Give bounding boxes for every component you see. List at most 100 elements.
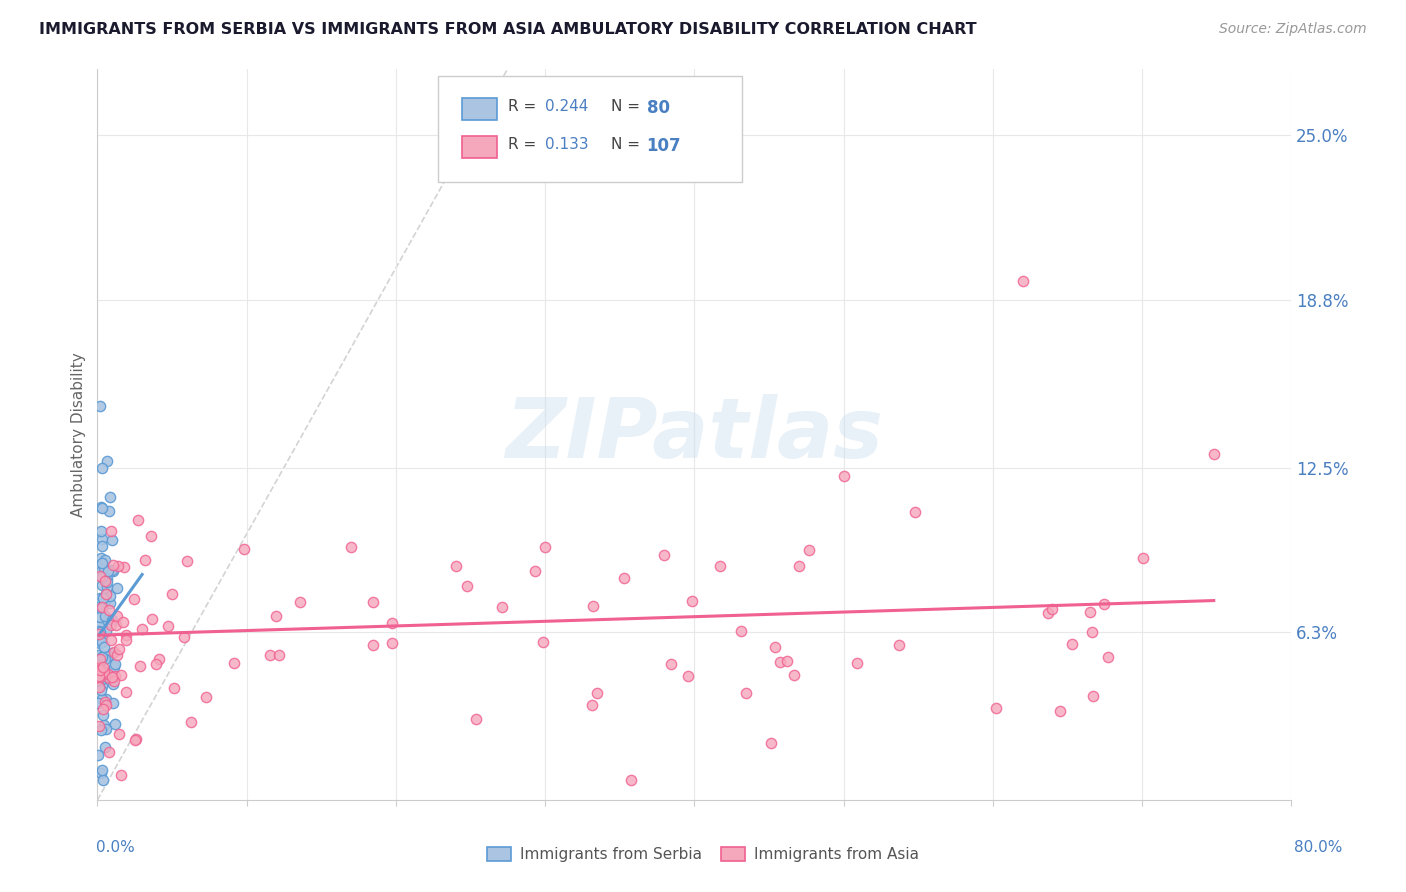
Point [456, 579, 478, 593]
Point [363, 639, 385, 653]
Point [156, 619, 179, 633]
Text: ZIPatlas: ZIPatlas [505, 393, 883, 475]
Point [87, 648, 110, 663]
Point [114, 628, 136, 642]
Point [100, 617, 122, 632]
Point [131, 622, 153, 636]
Point [162, 587, 184, 601]
Point [93, 665, 115, 679]
Point [107, 559, 129, 574]
Text: N =: N = [610, 99, 644, 114]
Point [87, 627, 110, 641]
Point [145, 657, 167, 671]
Point [98, 603, 121, 617]
Point [1060, 637, 1083, 651]
Point [734, 686, 756, 700]
Point [94, 692, 117, 706]
Point [97, 648, 120, 663]
Point [89, 663, 111, 677]
Point [787, 559, 810, 574]
Point [139, 529, 162, 543]
Point [115, 632, 138, 647]
Point [134, 552, 156, 566]
Point [676, 669, 699, 683]
FancyBboxPatch shape [461, 136, 498, 158]
Point [730, 624, 752, 638]
Point [94, 574, 117, 588]
Point [620, 773, 643, 788]
Point [101, 647, 124, 661]
Point [91, 708, 114, 723]
Point [93, 652, 115, 666]
Point [90, 679, 112, 693]
Point [93, 596, 115, 610]
Point [115, 685, 138, 699]
Point [984, 701, 1007, 715]
Point [110, 767, 132, 781]
Legend: Immigrants from Serbia, Immigrants from Asia: Immigrants from Serbia, Immigrants from … [481, 840, 925, 868]
Point [103, 696, 125, 710]
Point [491, 600, 513, 615]
Point [100, 524, 122, 538]
Point [101, 533, 124, 547]
Point [89, 652, 111, 666]
Point [98, 595, 121, 609]
Point [581, 698, 603, 713]
Point [87, 654, 110, 668]
Point [129, 659, 152, 673]
Point [769, 655, 792, 669]
Point [112, 560, 135, 574]
Point [101, 677, 124, 691]
Point [797, 542, 820, 557]
Point [782, 667, 804, 681]
Text: 107: 107 [647, 137, 682, 155]
Point [90, 665, 112, 679]
Point [87, 632, 110, 646]
Point [179, 715, 201, 730]
Point [91, 578, 114, 592]
Point [105, 581, 128, 595]
Point [97, 564, 120, 578]
Point [904, 505, 927, 519]
Point [105, 609, 128, 624]
Point [94, 587, 117, 601]
Point [97, 745, 120, 759]
Point [89, 666, 111, 681]
Point [361, 594, 384, 608]
Point [1040, 602, 1063, 616]
Point [91, 649, 114, 664]
Point [1092, 597, 1115, 611]
Point [87, 673, 110, 687]
Point [90, 600, 112, 615]
Point [90, 565, 112, 579]
Point [97, 667, 120, 681]
Point [709, 559, 731, 574]
Point [444, 559, 467, 574]
Point [531, 635, 554, 649]
Point [89, 671, 111, 685]
Text: R =: R = [508, 137, 541, 153]
Point [381, 615, 404, 630]
Point [105, 648, 128, 662]
Point [112, 615, 135, 630]
Point [103, 558, 125, 573]
Point [104, 717, 127, 731]
Point [259, 648, 281, 662]
Point [91, 660, 114, 674]
Point [89, 610, 111, 624]
Text: Source: ZipAtlas.com: Source: ZipAtlas.com [1219, 22, 1367, 37]
Point [96, 572, 118, 586]
Point [89, 636, 111, 650]
Point [176, 554, 198, 568]
Point [340, 541, 363, 555]
Point [91, 691, 114, 706]
Point [93, 718, 115, 732]
Point [91, 667, 114, 681]
Point [89, 660, 111, 674]
Point [1036, 606, 1059, 620]
Point [1078, 605, 1101, 619]
Point [87, 718, 110, 732]
Point [266, 608, 288, 623]
Point [93, 640, 115, 655]
Point [87, 624, 110, 638]
